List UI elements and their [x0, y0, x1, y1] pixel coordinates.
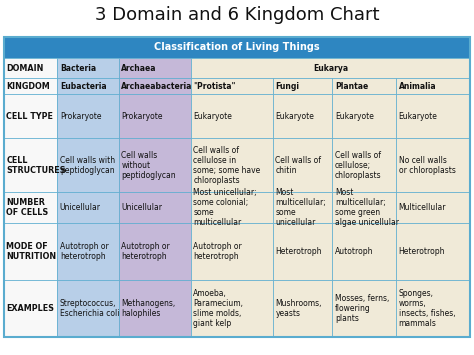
Text: Prokaryote: Prokaryote — [121, 111, 163, 121]
Text: Most
multicellular;
some green
algae unicellular: Most multicellular; some green algae uni… — [335, 188, 399, 227]
Bar — [332, 280, 396, 337]
Text: Eukaryote: Eukaryote — [335, 111, 374, 121]
Bar — [273, 192, 332, 223]
Text: Animalia: Animalia — [399, 82, 436, 91]
Bar — [4, 37, 470, 58]
Bar — [57, 78, 119, 94]
Bar — [119, 58, 191, 78]
Text: CELL TYPE: CELL TYPE — [7, 111, 54, 121]
Text: Eukaryote: Eukaryote — [399, 111, 438, 121]
Bar — [119, 94, 191, 138]
Text: Multicellular: Multicellular — [399, 203, 446, 212]
Text: No cell walls
or chloroplasts: No cell walls or chloroplasts — [399, 156, 456, 175]
Bar — [332, 94, 396, 138]
Text: DOMAIN: DOMAIN — [7, 64, 44, 72]
Text: Autotroph: Autotroph — [335, 247, 374, 256]
Text: CELL
STRUCTURES: CELL STRUCTURES — [7, 156, 66, 175]
Text: Streptococcus,
Escherichia coli: Streptococcus, Escherichia coli — [60, 299, 119, 318]
Bar — [396, 138, 470, 192]
Text: MODE OF
NUTRITION: MODE OF NUTRITION — [7, 242, 56, 261]
Text: Eukaryote: Eukaryote — [193, 111, 232, 121]
Bar — [191, 94, 273, 138]
Bar — [396, 223, 470, 280]
Text: Bacteria: Bacteria — [60, 64, 96, 72]
Text: Autotroph or
heterotroph: Autotroph or heterotroph — [60, 242, 109, 261]
Bar — [396, 94, 470, 138]
Bar — [191, 280, 273, 337]
Text: Unicellular: Unicellular — [121, 203, 163, 212]
Text: "Protista": "Protista" — [193, 82, 236, 91]
Bar — [4, 138, 57, 192]
Text: Fungi: Fungi — [275, 82, 300, 91]
Text: Classification of Living Things: Classification of Living Things — [154, 42, 320, 52]
Text: KINGDOM: KINGDOM — [7, 82, 50, 91]
Text: Cell walls of
cellulose in
some; some have
chloroplasts: Cell walls of cellulose in some; some ha… — [193, 146, 261, 185]
Bar — [332, 223, 396, 280]
Bar — [191, 192, 273, 223]
Text: Most unicellular;
some colonial;
some
multicellular: Most unicellular; some colonial; some mu… — [193, 188, 257, 227]
Text: Most
multicellular;
some
unicellular: Most multicellular; some unicellular — [275, 188, 326, 227]
Text: Methanogens,
halophiles: Methanogens, halophiles — [121, 299, 176, 318]
Text: Archaea: Archaea — [121, 64, 157, 72]
Bar — [57, 280, 119, 337]
Text: 3 Domain and 6 Kingdom Chart: 3 Domain and 6 Kingdom Chart — [95, 6, 379, 24]
Text: Prokaryote: Prokaryote — [60, 111, 101, 121]
Bar — [4, 223, 57, 280]
Bar — [4, 94, 57, 138]
Text: Eubacteria: Eubacteria — [60, 82, 107, 91]
Text: Heterotroph: Heterotroph — [275, 247, 322, 256]
Bar — [396, 280, 470, 337]
Bar — [273, 78, 332, 94]
Bar — [4, 78, 57, 94]
Bar — [57, 223, 119, 280]
Text: Eukarya: Eukarya — [313, 64, 348, 72]
Bar — [273, 223, 332, 280]
Text: Mosses, ferns,
flowering
plants: Mosses, ferns, flowering plants — [335, 294, 389, 323]
Bar — [4, 37, 470, 337]
Bar — [332, 138, 396, 192]
Text: EXAMPLES: EXAMPLES — [7, 304, 55, 313]
Text: Sponges,
worms,
insects, fishes,
mammals: Sponges, worms, insects, fishes, mammals — [399, 289, 455, 328]
Text: Plantae: Plantae — [335, 82, 368, 91]
Text: Cell walls of
chitin: Cell walls of chitin — [275, 156, 321, 175]
Text: Archaeabacteria: Archaeabacteria — [121, 82, 193, 91]
Text: Unicellular: Unicellular — [60, 203, 101, 212]
Bar — [57, 58, 119, 78]
Text: Mushrooms,
yeasts: Mushrooms, yeasts — [275, 299, 322, 318]
Text: NUMBER
OF CELLS: NUMBER OF CELLS — [7, 198, 49, 217]
Bar — [191, 138, 273, 192]
Bar — [119, 192, 191, 223]
Text: Eukaryote: Eukaryote — [275, 111, 314, 121]
Text: Cell walls of
cellulose;
chloroplasts: Cell walls of cellulose; chloroplasts — [335, 151, 382, 180]
Text: Cell walls with
peptidoglycan: Cell walls with peptidoglycan — [60, 156, 115, 175]
Text: Heterotroph: Heterotroph — [399, 247, 445, 256]
Bar — [332, 192, 396, 223]
Bar — [332, 78, 396, 94]
Bar — [119, 138, 191, 192]
Bar — [4, 192, 57, 223]
Bar — [396, 78, 470, 94]
Bar — [273, 138, 332, 192]
Text: Cell walls
without
peptidoglycan: Cell walls without peptidoglycan — [121, 151, 176, 180]
Bar — [119, 223, 191, 280]
Bar — [119, 280, 191, 337]
Bar — [396, 192, 470, 223]
Bar — [273, 280, 332, 337]
Bar — [4, 58, 57, 78]
Bar — [119, 78, 191, 94]
Bar — [4, 280, 57, 337]
Bar — [57, 138, 119, 192]
Bar — [57, 192, 119, 223]
Text: Autotroph or
heterotroph: Autotroph or heterotroph — [121, 242, 170, 261]
Bar — [273, 94, 332, 138]
Bar — [191, 58, 470, 78]
Bar — [57, 94, 119, 138]
Text: Amoeba,
Paramecium,
slime molds,
giant kelp: Amoeba, Paramecium, slime molds, giant k… — [193, 289, 243, 328]
Bar — [191, 223, 273, 280]
Text: Autotroph or
heterotroph: Autotroph or heterotroph — [193, 242, 242, 261]
Bar — [191, 78, 273, 94]
